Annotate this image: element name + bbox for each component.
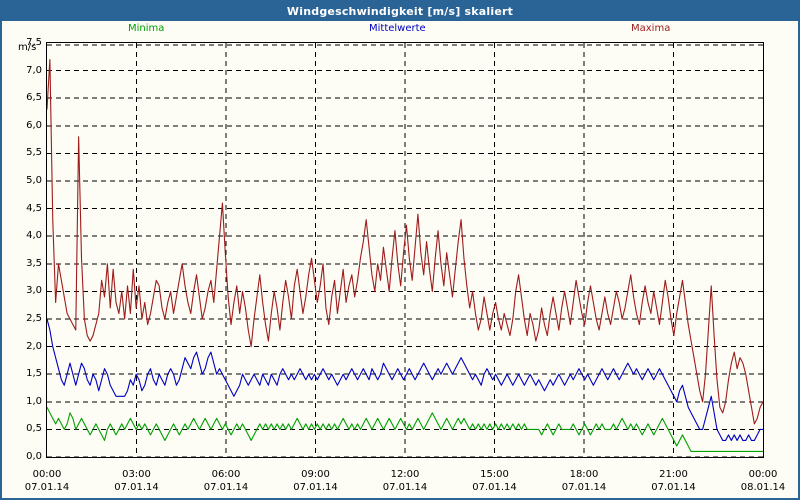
x-axis-tick-label: 21:00 07.01.14 <box>634 468 714 494</box>
x-tick-time: 09:00 <box>301 469 330 480</box>
x-tick-date: 07.01.14 <box>651 482 696 493</box>
chart-canvas <box>47 43 763 457</box>
x-axis-tick-label: 03:00 07.01.14 <box>97 468 177 494</box>
x-tick-date: 07.01.14 <box>472 482 517 493</box>
x-axis-tick-label: 06:00 07.01.14 <box>186 468 266 494</box>
series-line-maxima <box>47 59 763 425</box>
y-axis-tick-label: 4,0 <box>26 230 42 242</box>
x-tick-date: 07.01.14 <box>561 482 607 493</box>
y-axis-tick-label: 2,0 <box>26 340 42 352</box>
y-axis-ticks: 7,5 7,0 6,5 6,0 5,5 5,0 4,5 4,0 3,5 3,0 2,5 2,0 1,5 1… <box>2 38 42 462</box>
x-tick-time: 06:00 <box>211 469 241 480</box>
series-line-minima <box>47 406 763 453</box>
plot-frame <box>46 42 764 458</box>
x-tick-time: 00:00 <box>748 469 778 480</box>
legend-item-maxima: Maxima <box>631 23 671 34</box>
legend-item-minima: Minima <box>128 23 165 34</box>
y-axis-tick-label: 4,5 <box>26 202 42 214</box>
x-tick-time: 18:00 <box>569 469 599 480</box>
x-tick-time: 15:00 <box>480 469 509 480</box>
window-title: Windgeschwindigkeit [m/s] skaliert <box>286 5 514 18</box>
y-axis-tick-label: 7,0 <box>26 64 42 76</box>
y-axis-tick-label: 1,0 <box>26 395 42 407</box>
x-tick-time: 12:00 <box>390 469 420 480</box>
x-tick-date: 07.01.14 <box>24 482 70 493</box>
y-axis-tick-label: 5,5 <box>26 147 42 159</box>
y-axis-tick-label: 6,0 <box>26 119 42 131</box>
y-axis-tick-label: 3,5 <box>26 257 42 269</box>
x-axis-tick-label: 00:00 08.01.14 <box>723 468 800 494</box>
legend-item-mittelwerte: Mittelwerte <box>369 23 426 34</box>
y-axis-tick-label: 5,0 <box>26 175 42 186</box>
x-tick-date: 07.01.14 <box>293 482 338 493</box>
series-line-mittelwerte <box>47 318 763 441</box>
y-axis-tick-label: 2,5 <box>26 313 42 324</box>
x-tick-date: 07.01.14 <box>203 482 249 493</box>
y-axis-tick-label: 0,0 <box>26 451 42 462</box>
x-tick-time: 00:00 <box>32 469 62 480</box>
x-tick-date: 07.01.14 <box>382 482 428 493</box>
x-axis-tick-label: 15:00 07.01.14 <box>455 468 535 494</box>
x-axis-ticks: 00:00 07.01.14 03:00 07.01.14 06:00 07.01.14 0… <box>2 460 800 500</box>
window-title-bar: Windgeschwindigkeit [m/s] skaliert <box>2 2 798 21</box>
y-axis-tick-label: 1,5 <box>26 368 42 380</box>
x-axis-tick-label: 18:00 07.01.14 <box>544 468 624 494</box>
chart-legend: Minima Mittelwerte Maxima <box>2 23 798 39</box>
y-axis-tick-label: 6,5 <box>26 92 42 104</box>
x-tick-time: 03:00 <box>122 469 151 480</box>
x-tick-date: 08.01.14 <box>740 482 786 493</box>
plot-area <box>46 42 764 458</box>
x-axis-tick-label: 00:00 07.01.14 <box>7 468 87 494</box>
y-axis-unit-label: m/s <box>18 42 37 53</box>
y-axis-tick-label: 3,0 <box>26 285 42 297</box>
y-axis-tick-label: 0,5 <box>26 423 42 435</box>
y-axis-tick-label: 7,5 <box>26 37 42 48</box>
x-axis-tick-label: 09:00 07.01.14 <box>276 468 356 494</box>
x-tick-date: 07.01.14 <box>114 482 159 493</box>
x-tick-time: 21:00 <box>659 469 688 480</box>
x-axis-tick-label: 12:00 07.01.14 <box>365 468 445 494</box>
